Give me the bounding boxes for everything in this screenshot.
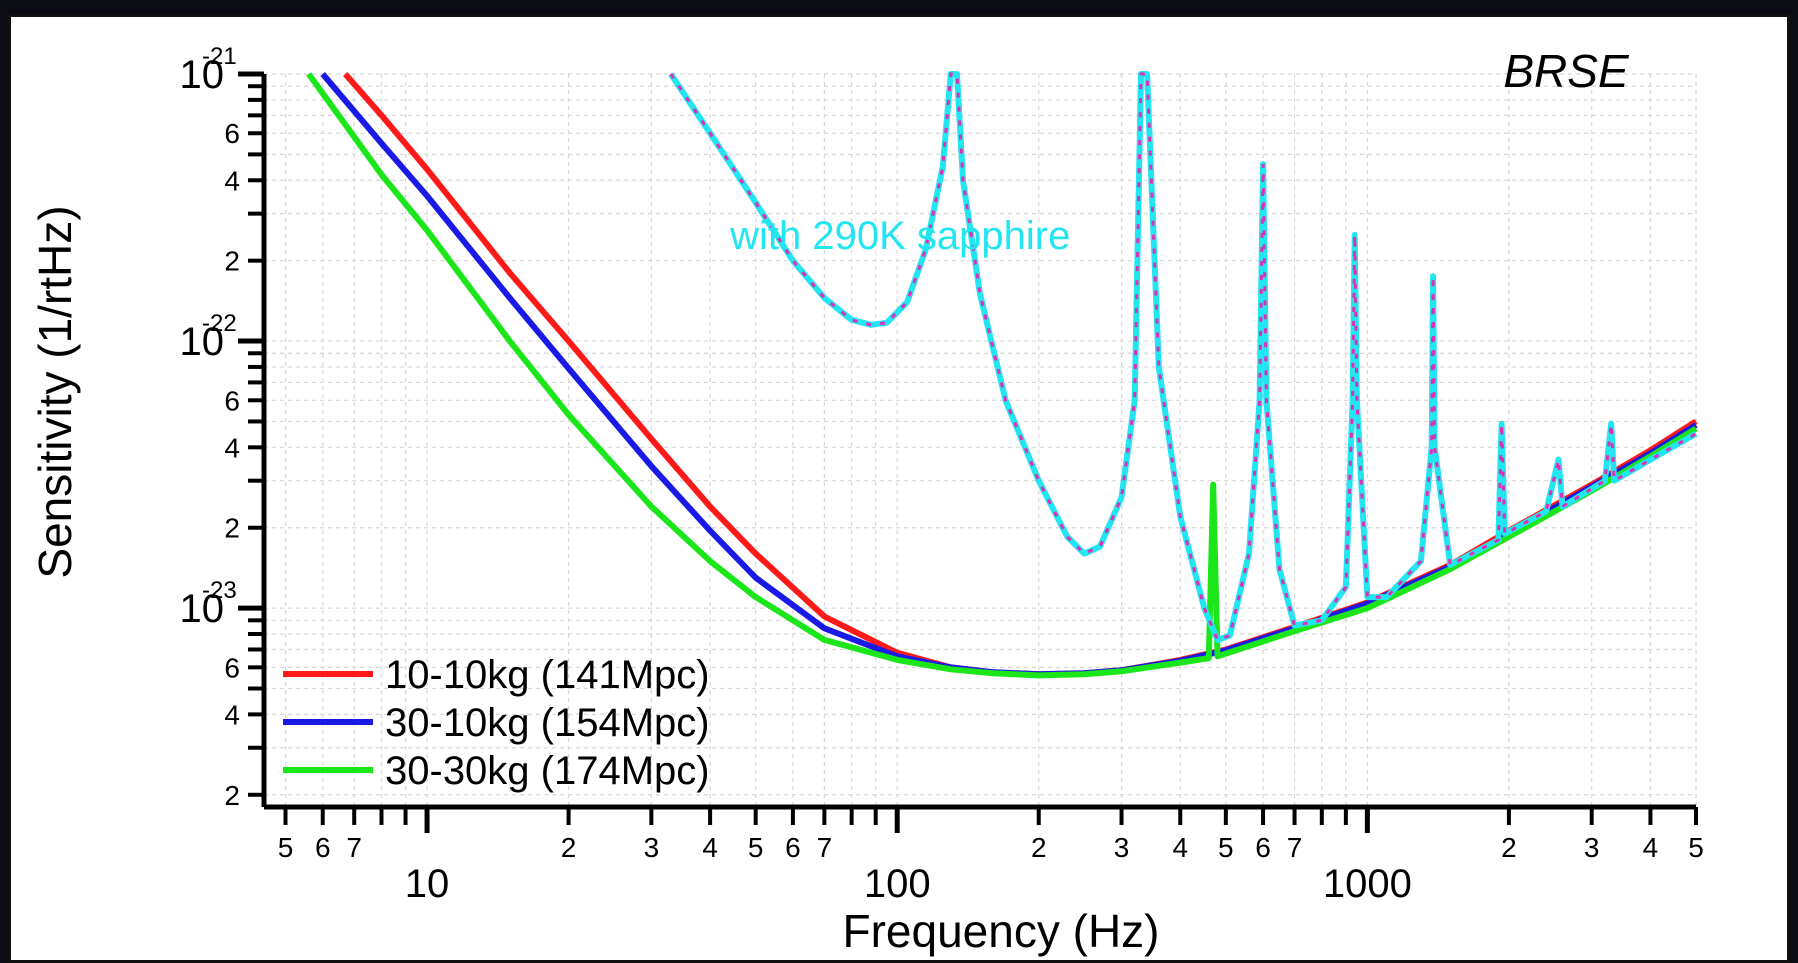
grid	[264, 73, 1697, 807]
legend: 10-10kg (141Mpc)30-10kg (154Mpc)30-30kg …	[283, 653, 710, 793]
x-major-tick-label: 1000	[1323, 862, 1412, 906]
legend-label: 10-10kg (141Mpc)	[385, 653, 710, 697]
x-minor-tick-label: 7	[1287, 832, 1303, 863]
x-minor-tick-label: 3	[1584, 832, 1600, 863]
y-axis-label: Sensitivity (1/rtHz)	[29, 205, 81, 578]
x-minor-tick-label: 2	[1501, 832, 1517, 863]
x-minor-tick-label: 5	[1218, 832, 1234, 863]
x-minor-tick-label: 2	[561, 832, 577, 863]
x-minor-tick-label: 5	[278, 832, 294, 863]
y-minor-tick-label: 2	[224, 780, 240, 811]
y-minor-tick-label: 6	[224, 385, 240, 416]
x-axis-label: Frequency (Hz)	[843, 905, 1160, 957]
y-tick-exponent: -22	[202, 310, 237, 337]
x-minor-tick-label: 4	[1643, 832, 1659, 863]
x-minor-tick-label: 5	[748, 832, 764, 863]
y-minor-tick-label: 6	[224, 118, 240, 149]
y-tick-exponent: -21	[202, 43, 237, 70]
x-minor-tick-label: 4	[702, 832, 718, 863]
x-major-tick-label: 10	[405, 862, 450, 906]
y-minor-tick-label: 2	[224, 513, 240, 544]
y-minor-tick-label: 4	[224, 699, 240, 730]
series-layer	[306, 71, 1698, 679]
x-minor-tick-label: 5	[1688, 832, 1704, 863]
x-minor-tick-label: 7	[817, 832, 833, 863]
x-minor-tick-label: 6	[315, 832, 331, 863]
y-minor-tick-label: 2	[224, 246, 240, 277]
x-minor-tick-label: 7	[346, 832, 362, 863]
legend-label: 30-10kg (154Mpc)	[385, 701, 710, 745]
y-major-tick-label: 10	[180, 53, 225, 97]
x-minor-tick-label: 2	[1031, 832, 1047, 863]
x-major-tick-label: 100	[864, 862, 931, 906]
x-minor-tick-label: 6	[785, 832, 801, 863]
series-line-sapphire	[668, 71, 1698, 643]
y-minor-tick-label: 4	[224, 165, 240, 196]
sapphire-annotation: with 290K sapphire	[729, 214, 1070, 258]
series-line-3	[306, 72, 1698, 679]
y-minor-tick-label: 6	[224, 652, 240, 683]
y-minor-tick-label: 4	[224, 432, 240, 463]
chart-frame: 10 100 1000 5 6 7 2 3 4 5 6 7 2 3 4 5 6 7 2 3 4 5 10 -21 10 -22 10…	[8, 14, 1790, 963]
x-minor-tick-label: 4	[1172, 832, 1188, 863]
series-line-1	[343, 72, 1698, 678]
y-major-tick-label: 10	[180, 587, 225, 631]
x-minor-tick-label: 3	[644, 832, 660, 863]
legend-label: 30-30kg (174Mpc)	[385, 749, 710, 793]
chart-title: BRSE	[1503, 45, 1630, 97]
y-major-tick-label: 10	[180, 320, 225, 364]
series-line-2	[320, 72, 1698, 678]
y-tick-exponent: -23	[202, 577, 237, 604]
x-minor-tick-label: 6	[1255, 832, 1271, 863]
x-minor-tick-label: 3	[1114, 832, 1130, 863]
